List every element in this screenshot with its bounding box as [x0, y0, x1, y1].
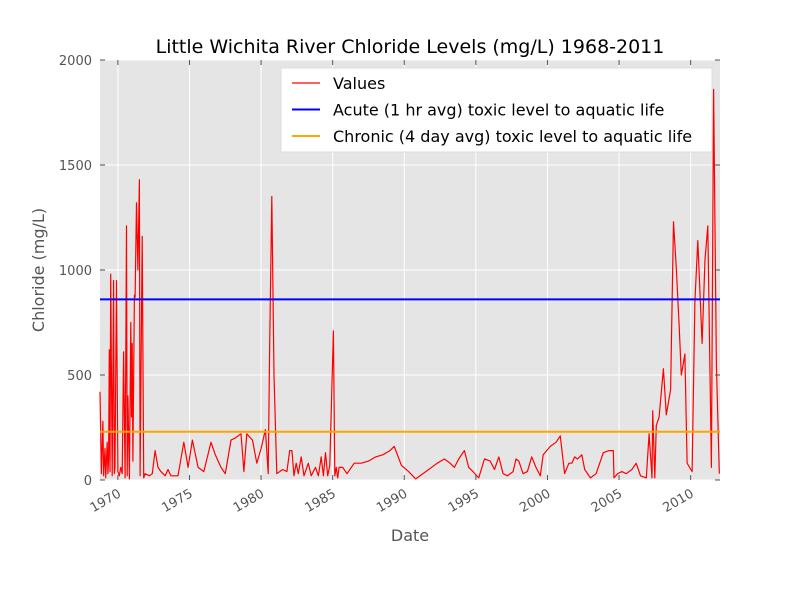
legend-label: Chronic (4 day avg) toxic level to aquat…: [333, 127, 692, 146]
y-tick-label: 500: [67, 369, 92, 384]
y-tick-labels: 0 500 1000 1500 2000: [59, 54, 92, 489]
legend-label: Values: [333, 74, 385, 93]
legend: Values Acute (1 hr avg) toxic level to aq…: [280, 67, 713, 153]
axis-ticks: [100, 59, 720, 481]
series-layer: [99, 88, 720, 480]
y-axis-label: Chloride (mg/L): [29, 208, 48, 332]
y-tick-label: 2000: [59, 54, 92, 69]
chart-title: Little Wichita River Chloride Levels (mg…: [156, 36, 665, 58]
y-tick-label: 0: [84, 474, 92, 489]
y-tick-label: 1500: [59, 159, 92, 174]
series-line-values: [99, 88, 720, 480]
legend-label: Acute (1 hr avg) toxic level to aquatic …: [333, 101, 664, 120]
y-tick-label: 1000: [59, 264, 92, 279]
x-axis-label: Date: [391, 526, 429, 545]
legend-box: [280, 67, 713, 153]
